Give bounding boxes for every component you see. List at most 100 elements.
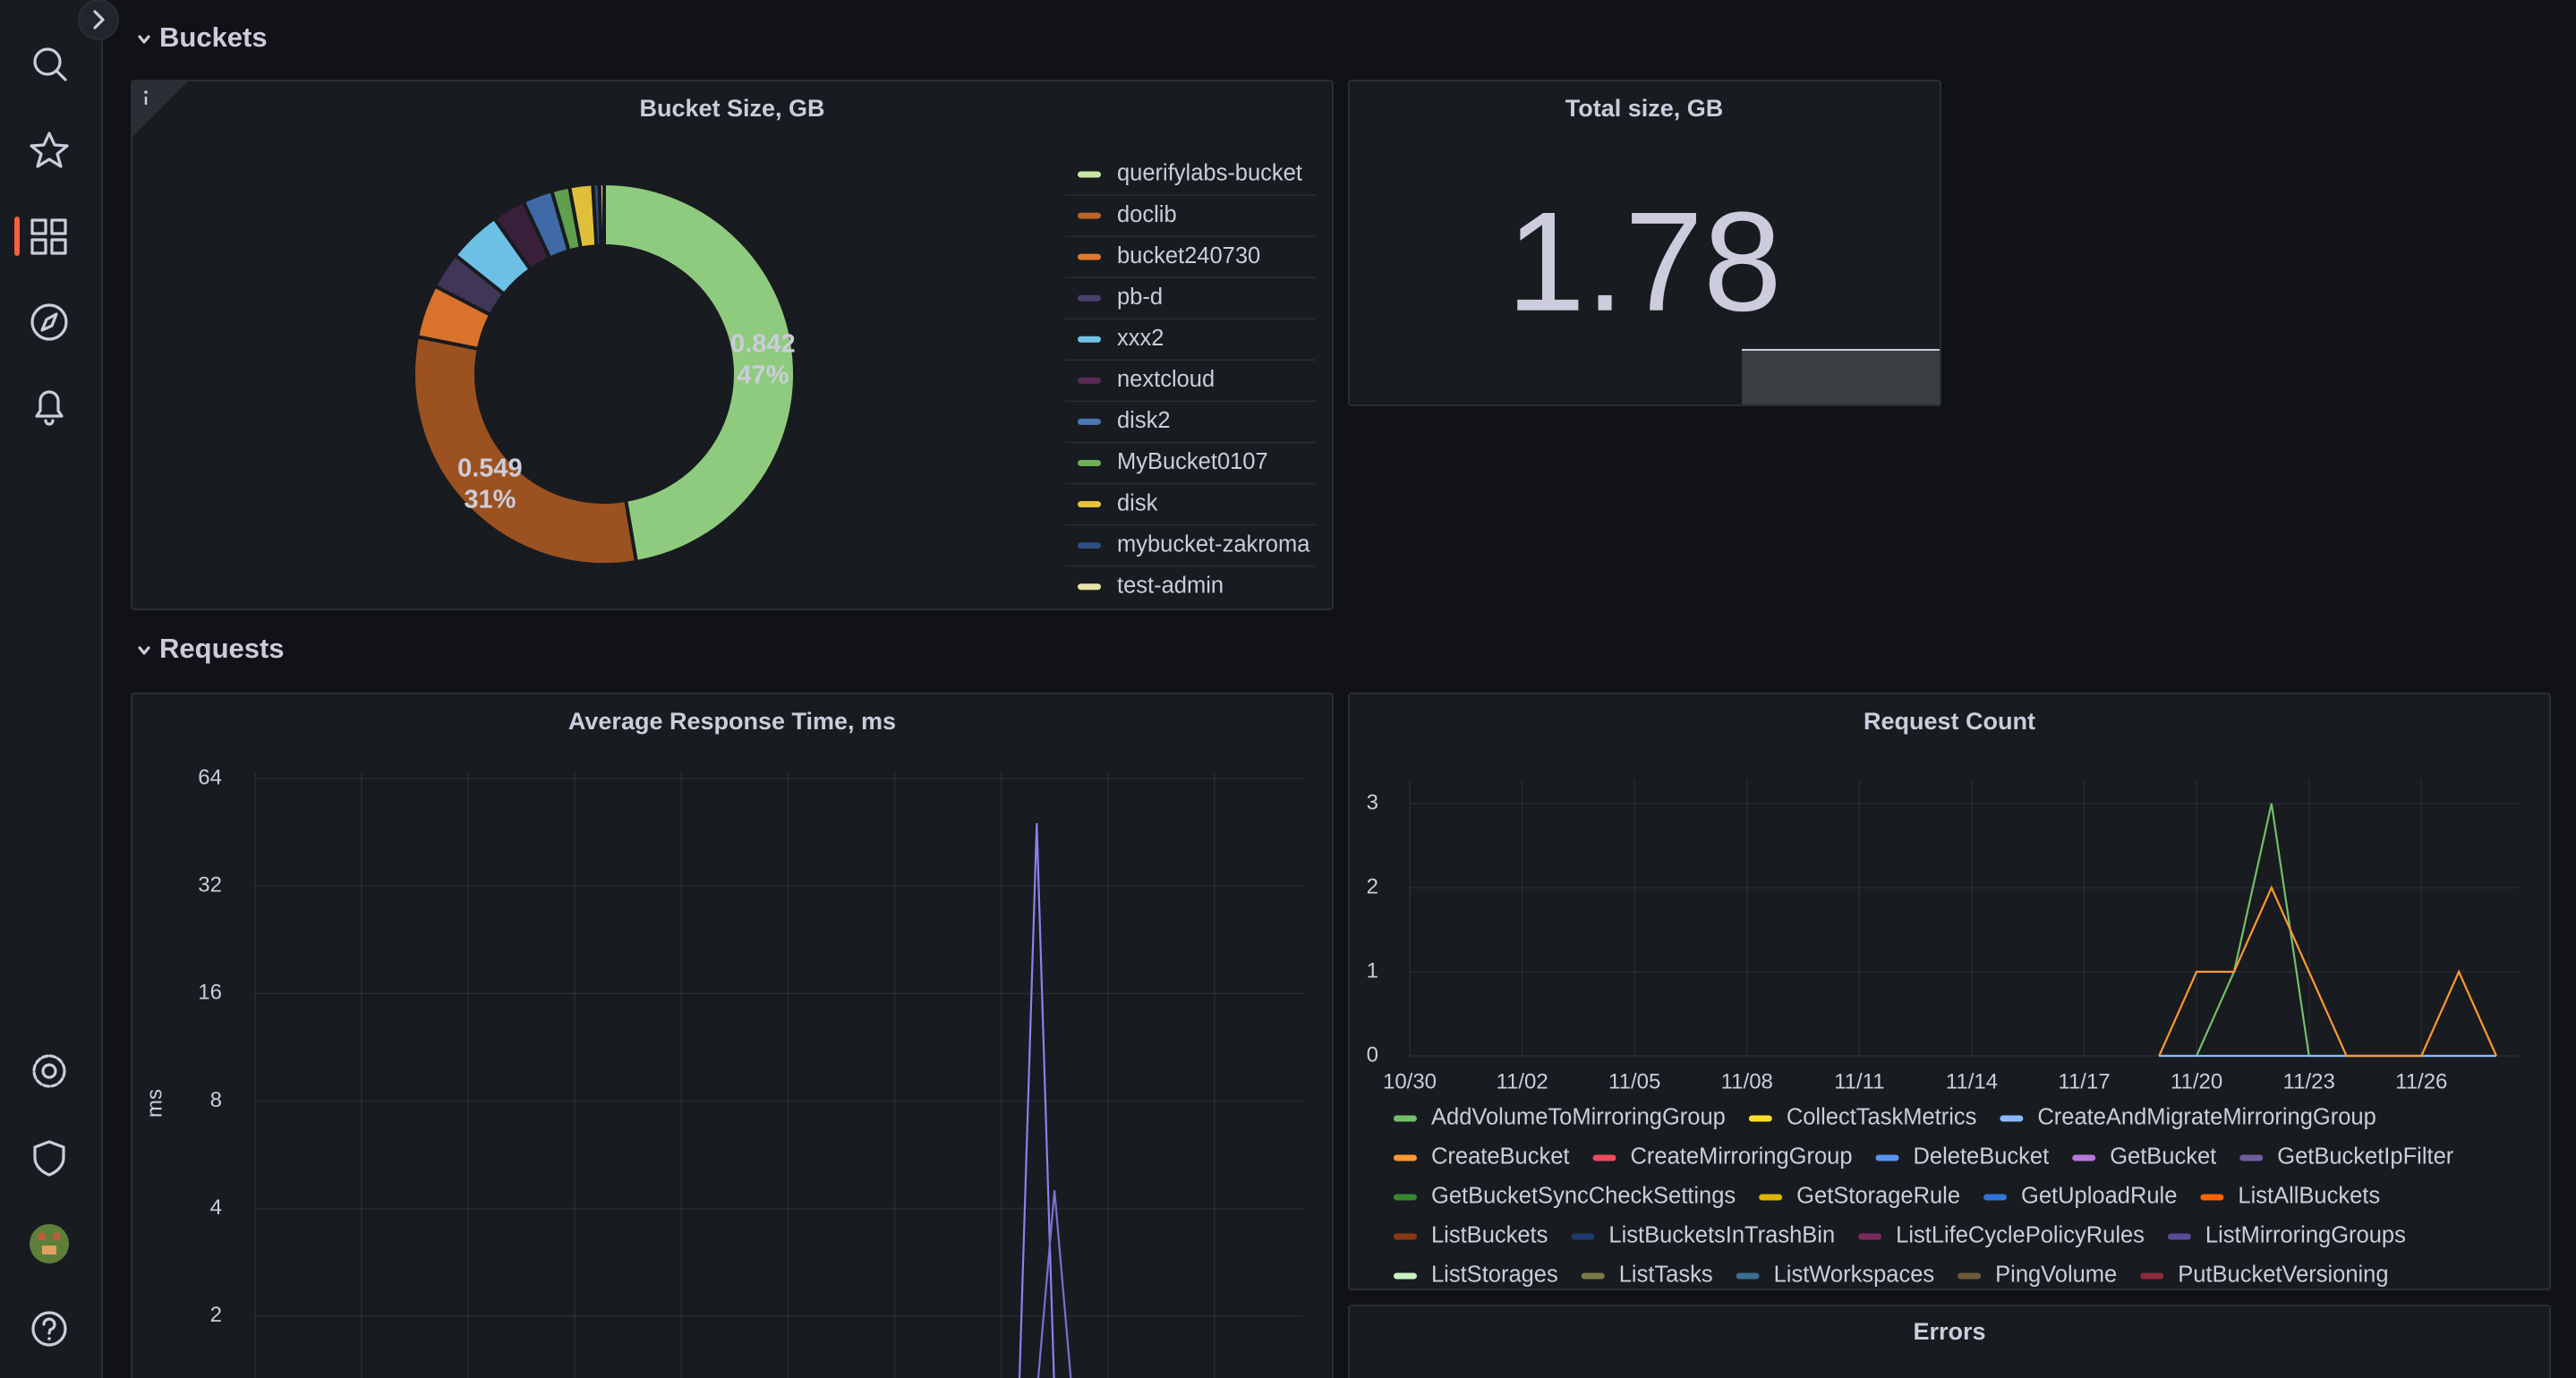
pie-slice <box>597 181 606 249</box>
legend-label: ListTasks <box>1619 1263 1713 1288</box>
legend-label: AddVolumeToMirroringGroup <box>1431 1105 1726 1130</box>
sparkline-area <box>1742 350 1940 404</box>
admin-icon[interactable] <box>33 1140 65 1177</box>
y-tick-label: 2 <box>1367 874 1378 898</box>
info-icon <box>144 90 148 94</box>
legend-label: bucket240730 <box>1117 243 1260 268</box>
legend-swatch <box>2140 1272 2164 1280</box>
legend-swatch <box>1078 294 1101 302</box>
alerting-icon[interactable] <box>35 390 64 426</box>
legend-swatch <box>1394 1272 1417 1280</box>
legend-label: xxx2 <box>1117 326 1164 351</box>
legend-swatch <box>1394 1194 1417 1201</box>
x-tick-label: 11/17 <box>2058 1069 2110 1093</box>
info-corner[interactable] <box>132 81 188 137</box>
x-tick-label: 10/30 <box>1383 1069 1437 1093</box>
section-title[interactable]: Requests <box>159 633 285 664</box>
slice-value-label: 0.842 <box>730 330 796 359</box>
dashboards-icon[interactable] <box>30 218 67 255</box>
legend-swatch <box>2000 1115 2024 1122</box>
legend-swatch <box>1078 542 1101 549</box>
x-tick-label: 11/23 <box>2283 1069 2335 1093</box>
legend-swatch <box>2239 1154 2264 1161</box>
legend-swatch <box>1078 418 1101 425</box>
legend-swatch <box>1875 1154 1899 1161</box>
legend-label: test-admin <box>1117 573 1224 598</box>
legend-swatch <box>1078 336 1101 343</box>
y-tick-label: 3 <box>1367 790 1378 814</box>
panel <box>1348 80 1941 406</box>
y-tick-label: 1 <box>1367 958 1378 982</box>
search-icon[interactable] <box>33 47 67 81</box>
legend-label: PingVolume <box>1995 1263 2117 1288</box>
stat-value: 1.78 <box>1506 183 1782 341</box>
legend-label: CreateBucket <box>1431 1144 1570 1170</box>
legend-label: disk2 <box>1117 408 1171 433</box>
legend-swatch <box>1748 1115 1772 1122</box>
panel-title: Request Count <box>1864 708 2035 735</box>
y-tick-label: 64 <box>198 765 222 789</box>
plot-area: 0 1 2 3 10/30 11/02 11/05 11/08 11/11 11/14 11/17 1… <box>1367 780 2519 1288</box>
x-tick-label: 11/11 <box>1834 1069 1885 1093</box>
section-chevron[interactable] <box>138 35 150 44</box>
panel <box>131 693 1334 1378</box>
legend-swatch <box>1394 1154 1417 1161</box>
legend-label: nextcloud <box>1117 367 1215 392</box>
legend-swatch <box>1592 1154 1616 1161</box>
series-line <box>1036 1190 1072 1378</box>
legend-swatch <box>1078 253 1101 260</box>
legend-label: CreateAndMigrateMirroringGroup <box>2037 1105 2376 1130</box>
sidebar-toggle[interactable] <box>78 0 119 40</box>
legend-label: ListWorkspaces <box>1774 1263 1935 1288</box>
legend-label: CollectTaskMetrics <box>1787 1105 1977 1130</box>
legend-swatch <box>1759 1194 1783 1201</box>
pie-slice <box>602 181 797 565</box>
legend-label: GetBucketSyncCheckSettings <box>1431 1184 1736 1209</box>
legend-label: ListMirroringGroups <box>2205 1223 2406 1248</box>
help-icon[interactable] <box>31 1311 67 1347</box>
legend-swatch <box>1394 1233 1417 1240</box>
legend-swatch <box>1078 212 1101 219</box>
legend-swatch <box>1858 1233 1882 1240</box>
legend-swatch <box>1394 1115 1417 1122</box>
section-chevron[interactable] <box>138 646 150 655</box>
plot-area: 2 4 8 16 32 64 <box>198 765 1303 1378</box>
legend-label: DeleteBucket <box>1914 1144 2050 1170</box>
y-tick-label: 4 <box>210 1195 222 1220</box>
legend-label: ListBuckets <box>1431 1223 1548 1248</box>
avatar[interactable] <box>30 1224 69 1263</box>
legend-label: ListStorages <box>1431 1263 1558 1288</box>
starred-icon[interactable] <box>30 132 69 168</box>
legend-swatch <box>1736 1272 1760 1280</box>
x-tick-label: 11/20 <box>2171 1069 2222 1093</box>
series-line <box>2158 885 2498 1058</box>
legend-swatch <box>1571 1233 1595 1240</box>
legend-label: CreateMirroringGroup <box>1631 1144 1853 1170</box>
panel-title: Errors <box>1913 1318 1985 1345</box>
legend-label: MyBucket0107 <box>1117 449 1268 474</box>
y-tick-label: 8 <box>210 1088 222 1112</box>
legend-swatch <box>1581 1272 1605 1280</box>
legend-label: GetUploadRule <box>2021 1184 2177 1209</box>
settings-icon[interactable] <box>32 1054 66 1088</box>
section-title[interactable]: Buckets <box>159 21 268 53</box>
panel-title: Average Response Time, ms <box>568 708 896 735</box>
legend-label: PutBucketVersioning <box>2178 1263 2388 1288</box>
slice-value-label: 0.549 <box>457 455 523 483</box>
y-tick-label: 32 <box>198 873 222 897</box>
legend-swatch <box>1958 1272 1982 1280</box>
legend-swatch <box>1078 171 1101 178</box>
x-tick-label: 11/02 <box>1496 1069 1548 1093</box>
y-axis-label: ms <box>142 1089 166 1118</box>
legend-swatch <box>2167 1233 2191 1240</box>
explore-icon[interactable] <box>30 303 68 341</box>
slice-percent-label: 31% <box>464 486 516 515</box>
panel <box>1348 693 2551 1290</box>
legend-label: ListBucketsInTrashBin <box>1608 1223 1835 1248</box>
legend-swatch <box>1078 377 1101 384</box>
panel-title: Total size, GB <box>1565 95 1724 122</box>
legend-label: doclib <box>1117 202 1177 227</box>
legend-label: mybucket-zakroma <box>1117 532 1310 557</box>
panel <box>1348 1305 2551 1378</box>
sidebar <box>0 0 102 1378</box>
